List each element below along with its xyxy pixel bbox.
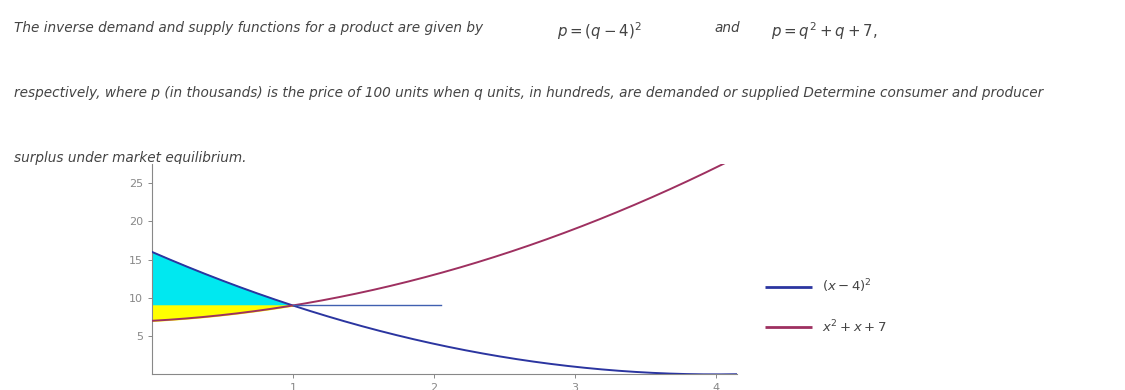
Text: and: and	[714, 21, 740, 35]
Text: $p = (q-4)^2$: $p = (q-4)^2$	[557, 21, 641, 42]
Text: $p = q^2 + q + 7,$: $p = q^2 + q + 7,$	[771, 21, 878, 42]
Text: respectively, where p (in thousands) is the price of 100 units when q units, in : respectively, where p (in thousands) is …	[14, 86, 1043, 100]
Text: $x^2 + x + 7$: $x^2 + x + 7$	[821, 319, 886, 335]
Text: The inverse demand and supply functions for a product are given by: The inverse demand and supply functions …	[14, 21, 483, 35]
Text: $(x-4)^2$: $(x-4)^2$	[821, 278, 872, 296]
Text: surplus under market equilibrium.: surplus under market equilibrium.	[14, 151, 246, 165]
